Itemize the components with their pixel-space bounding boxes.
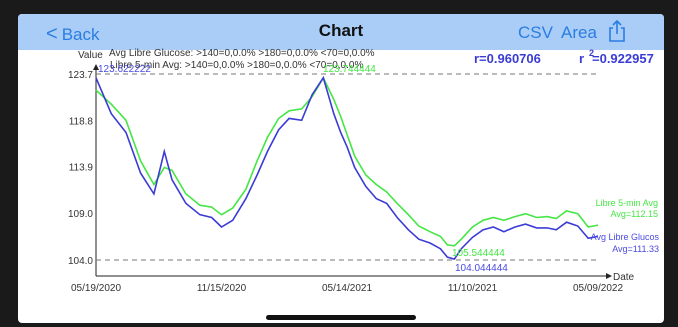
x-tick-label: 11/10/2021	[448, 283, 498, 294]
y-tick-labels: 104.0 109.0 113.9 118.8 123.7	[68, 70, 93, 267]
home-indicator	[266, 315, 416, 320]
chart-header: Value Avg Libre Glucose: >140=0,0.0% >18…	[78, 48, 654, 71]
axes: Date	[93, 64, 635, 283]
reference-lines	[96, 73, 600, 261]
share-icon[interactable]	[607, 19, 627, 43]
x-tick-label: 05/19/2020	[71, 283, 121, 294]
csv-button[interactable]: CSV	[518, 23, 553, 42]
x-tick-label: 11/15/2020	[197, 283, 247, 294]
legend-green-name: Libre 5-min Avg	[596, 198, 658, 208]
chart-screen: < Back Chart CSV Area Value Avg Libre Glu…	[18, 14, 664, 323]
r-squared-exponent: 2	[589, 48, 594, 58]
legend-blue-avg: Avg=111.33	[612, 244, 659, 254]
line-chart: Value Avg Libre Glucose: >140=0,0.0% >18…	[68, 48, 660, 294]
y-tick-label: 123.7	[68, 70, 93, 81]
series-line-avg-libre-glucose	[95, 75, 599, 261]
x-axis-arrow	[606, 273, 612, 279]
min-green-label: 105.544444	[452, 248, 505, 259]
back-label: Back	[61, 25, 100, 44]
legend-blue-name: Avg Libre Glucos	[591, 232, 660, 242]
summary-line-2: Libre 5-min Avg: >140=0,0.0% >180=0,0.0%…	[110, 60, 363, 71]
legend: Libre 5-min Avg Avg=112.15 Avg Libre Glu…	[591, 198, 660, 254]
area-button[interactable]: Area	[561, 23, 597, 42]
chevron-left-icon: <	[46, 23, 58, 45]
y-axis-label: Value	[78, 50, 103, 61]
y-tick-label: 104.0	[68, 256, 93, 267]
x-tick-labels: 05/19/2020 11/15/2020 05/14/2021 11/10/2021…	[71, 283, 623, 294]
x-tick-label: 05/09/2022	[573, 283, 623, 294]
min-blue-label: 104.044444	[455, 263, 508, 274]
x-axis-label: Date	[613, 272, 635, 283]
r-value: r=0.960706	[474, 51, 541, 66]
extreme-annotations: 123.622222 123.744444 105.544444 104.044…	[98, 64, 508, 274]
r-squared-value: =0.922957	[592, 51, 654, 66]
summary-line-1: Avg Libre Glucose: >140=0,0.0% >180=0,0.…	[109, 48, 375, 59]
max-green-label: 123.744444	[323, 64, 376, 75]
max-blue-label: 123.622222	[98, 64, 151, 75]
y-tick-label: 109.0	[68, 209, 93, 220]
y-tick-label: 118.8	[69, 116, 94, 127]
series-line-libre-5-min-avg	[95, 76, 599, 247]
y-tick-label: 113.9	[69, 163, 94, 174]
r-squared-base: r	[579, 51, 584, 66]
legend-green-avg: Avg=112.15	[611, 209, 658, 219]
back-button[interactable]: < Back	[46, 23, 99, 46]
y-axis-arrow	[93, 64, 99, 70]
x-tick-label: 05/14/2021	[322, 283, 372, 294]
